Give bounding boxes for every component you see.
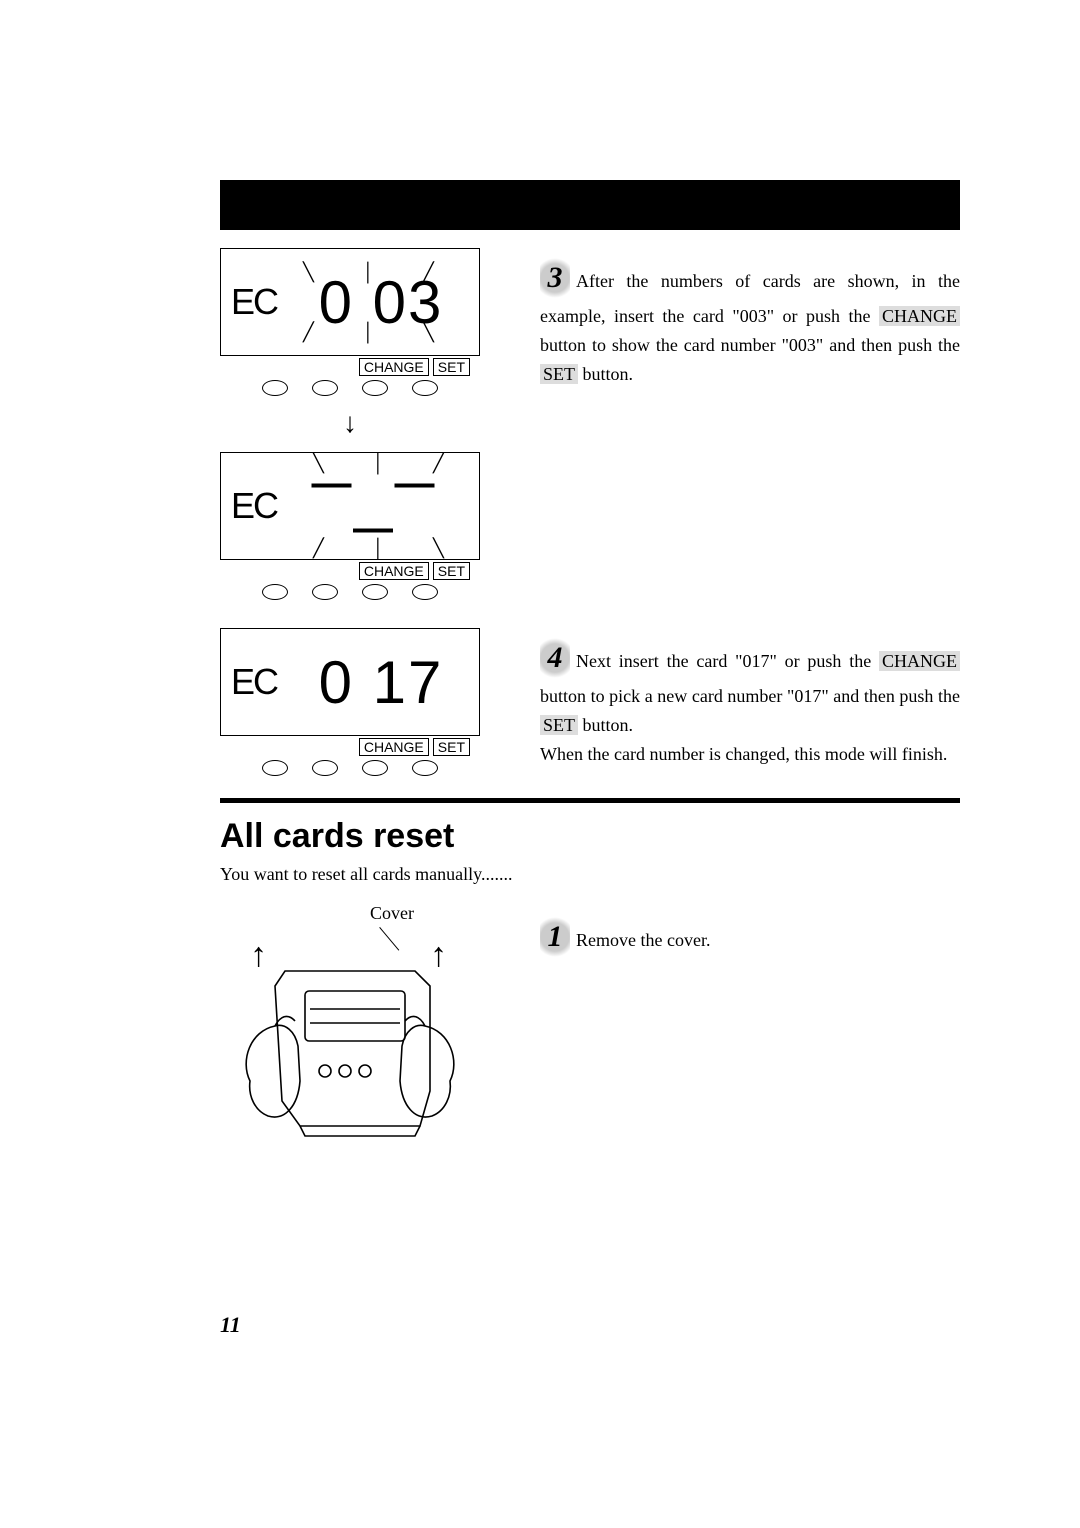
button-oval[interactable]: [362, 760, 388, 776]
lcd-frame: EC ╲ │ ╱ — — — ╱ │ ╲: [220, 452, 480, 560]
button-labels: CHANGE SET: [220, 738, 480, 756]
set-highlight: SET: [540, 715, 578, 735]
button-oval[interactable]: [362, 584, 388, 600]
set-button[interactable]: SET: [433, 738, 470, 756]
step3-row: EC 0 03 ╲ │ ╱ ╱ │ ╲ CHANGE SET: [220, 248, 960, 600]
lcd-digits: 0 03 ╲ │ ╱ ╱ │ ╲: [293, 268, 469, 337]
step1-body: Remove the cover.: [576, 930, 710, 950]
section-title: All cards reset: [220, 817, 960, 856]
step4-text-2: When the card number is changed, this mo…: [540, 740, 960, 769]
step4-text: 4Next insert the card "017" or push the …: [540, 628, 960, 776]
step-number: 3: [540, 254, 570, 302]
button-oval[interactable]: [362, 380, 388, 396]
set-button[interactable]: SET: [433, 562, 470, 580]
set-button[interactable]: SET: [433, 358, 470, 376]
step3-text-1b: button to show the card number "003" and…: [540, 335, 960, 355]
button-ovals: [220, 760, 480, 776]
lcd-digits: ╲ │ ╱ — — — ╱ │ ╲: [293, 461, 469, 551]
lcd-column-2: EC 0 17 CHANGE SET: [220, 628, 500, 776]
lcd-digits-text: — — —: [311, 461, 450, 550]
step4-text-1b: button to pick a new card number "017" a…: [540, 686, 960, 706]
header-blackbar: [220, 180, 960, 230]
change-button[interactable]: CHANGE: [359, 358, 429, 376]
up-arrow-icon: ↑: [430, 937, 447, 975]
lcd-digits: 0 17: [293, 648, 469, 717]
button-oval[interactable]: [412, 760, 438, 776]
lcd-prefix: EC: [231, 485, 277, 527]
step-number: 1: [540, 913, 570, 961]
button-oval[interactable]: [312, 584, 338, 600]
step3-text-1c: button.: [578, 364, 633, 384]
change-button[interactable]: CHANGE: [359, 738, 429, 756]
cover-label: Cover: [370, 903, 414, 924]
button-oval[interactable]: [412, 584, 438, 600]
up-arrow-icon: ↑: [250, 937, 267, 975]
step-number: 4: [540, 634, 570, 682]
step1-text: 1 Remove the cover.: [540, 907, 960, 1146]
button-oval[interactable]: [312, 760, 338, 776]
change-highlight: CHANGE: [879, 306, 960, 326]
down-arrow-icon: ↓: [220, 408, 480, 440]
button-oval[interactable]: [262, 380, 288, 396]
step4-text-1a: Next insert the card "017" or push the: [576, 651, 879, 671]
lcd-unit-blink: EC ╲ │ ╱ — — — ╱ │ ╲ CHANGE SET: [220, 452, 480, 600]
section-intro: You want to reset all cards manually....…: [220, 864, 960, 885]
lcd-frame: EC 0 03 ╲ │ ╱ ╱ │ ╲: [220, 248, 480, 356]
lcd-column-1: EC 0 03 ╲ │ ╱ ╱ │ ╲ CHANGE SET: [220, 248, 500, 600]
step1-row: Cover ↑ ↑: [220, 907, 960, 1146]
button-ovals: [220, 380, 480, 396]
button-oval[interactable]: [262, 760, 288, 776]
button-oval[interactable]: [262, 584, 288, 600]
button-oval[interactable]: [412, 380, 438, 396]
set-highlight: SET: [540, 364, 578, 384]
lcd-prefix: EC: [231, 661, 277, 703]
section-divider: [220, 798, 960, 803]
lcd-unit-003: EC 0 03 ╲ │ ╱ ╱ │ ╲ CHANGE SET: [220, 248, 480, 396]
step3-text: 3After the numbers of cards are shown, i…: [540, 248, 960, 600]
step4-row: EC 0 17 CHANGE SET 4 Next insert the card…: [220, 628, 960, 776]
lcd-prefix: EC: [231, 281, 277, 323]
button-labels: CHANGE SET: [220, 358, 480, 376]
lcd-unit-017: EC 0 17 CHANGE SET: [220, 628, 480, 776]
change-highlight: CHANGE: [879, 651, 960, 671]
lcd-frame: EC 0 17: [220, 628, 480, 736]
step4-text-1c: button.: [578, 715, 633, 735]
page-number: 11: [220, 1312, 241, 1338]
button-labels: CHANGE SET: [220, 562, 480, 580]
button-oval[interactable]: [312, 380, 338, 396]
device-figure: Cover ↑ ↑: [220, 907, 500, 1146]
button-ovals: [220, 584, 480, 600]
change-button[interactable]: CHANGE: [359, 562, 429, 580]
